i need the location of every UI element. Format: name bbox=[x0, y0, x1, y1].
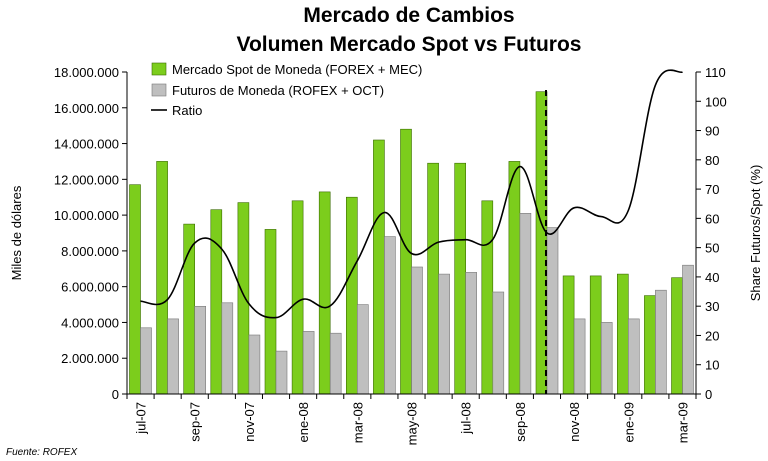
y2-tick-label: 60 bbox=[705, 211, 719, 226]
line-layer bbox=[140, 69, 683, 394]
y2-tick-label: 0 bbox=[705, 387, 712, 402]
bar-futures-mar-09 bbox=[682, 264, 694, 395]
bar-futures-oct-08 bbox=[546, 227, 559, 395]
bar-spot-ene-09 bbox=[616, 273, 629, 395]
y-tick-label: 14.000.000 bbox=[54, 137, 119, 152]
bar-futures-jul-08 bbox=[465, 272, 478, 395]
x-tick-label: may-08 bbox=[405, 402, 420, 445]
chart-subtitle: Volumen Mercado Spot vs Futuros bbox=[237, 33, 582, 56]
bar-futures-nov-07 bbox=[248, 334, 261, 395]
bar-futures-mar-08 bbox=[356, 304, 369, 395]
x-tick-label: ene-08 bbox=[296, 402, 311, 442]
bar-spot-nov-08 bbox=[562, 275, 575, 395]
bar-spot-abr-08 bbox=[373, 139, 385, 395]
bar-spot-jul-07 bbox=[129, 184, 141, 395]
y-tick-label: 10.000.000 bbox=[54, 208, 119, 223]
bar-futures-nov-08 bbox=[573, 318, 586, 395]
bar-spot-ago-07 bbox=[156, 161, 168, 395]
bar-futures-abr-08 bbox=[384, 236, 396, 395]
bar-spot-dic-07 bbox=[264, 229, 277, 395]
y2-tick-label: 30 bbox=[705, 299, 719, 314]
source-note: Fuente: ROFEX bbox=[6, 447, 77, 458]
y-tick-label: 6.000.000 bbox=[61, 280, 119, 295]
x-tick-label: mar-09 bbox=[676, 402, 691, 443]
legend-label-ratio: Ratio bbox=[172, 103, 202, 118]
bar-spot-sep-08 bbox=[508, 161, 521, 395]
y-tick-label: 16.000.000 bbox=[54, 101, 119, 116]
bar-futures-sep-07 bbox=[194, 305, 206, 395]
bar-futures-ago-07 bbox=[167, 318, 179, 395]
x-tick-label: mar-08 bbox=[350, 402, 365, 443]
bar-spot-ene-08 bbox=[291, 200, 304, 395]
bar-futures-jul-07 bbox=[140, 327, 152, 395]
bar-futures-feb-08 bbox=[329, 332, 342, 395]
y-tick-label: 2.000.000 bbox=[61, 351, 119, 366]
y-axis-label: Miles de dólares bbox=[9, 185, 24, 280]
bar-spot-mar-08 bbox=[345, 196, 358, 395]
y-tick-label: 12.000.000 bbox=[54, 172, 119, 187]
bar-spot-dic-08 bbox=[589, 275, 602, 395]
y2-axis-label: Share Futuros/Spot (%) bbox=[748, 165, 763, 302]
bar-spot-mar-09 bbox=[671, 277, 683, 395]
x-tick-label: sep-08 bbox=[513, 402, 528, 442]
legend: Mercado Spot de Moneda (FOREX + MEC) Fut… bbox=[151, 62, 422, 118]
bar-spot-jun-08 bbox=[427, 162, 439, 395]
bar-spot-sep-07 bbox=[183, 223, 195, 395]
bar-spot-may-08 bbox=[400, 128, 412, 395]
bar-futures-ago-08 bbox=[492, 291, 505, 395]
y2-tick-label: 50 bbox=[705, 241, 719, 256]
bar-spot-feb-09 bbox=[644, 295, 656, 395]
bar-spot-nov-07 bbox=[237, 202, 250, 395]
bar-spot-feb-08 bbox=[318, 191, 331, 395]
bar-futures-dic-08 bbox=[600, 322, 613, 395]
y2-tick-label: 90 bbox=[705, 124, 719, 139]
x-tick-label: jul-08 bbox=[459, 402, 474, 435]
x-tick-label: jul-07 bbox=[134, 402, 149, 435]
bar-futures-dic-07 bbox=[275, 350, 288, 395]
legend-swatch-spot bbox=[151, 62, 167, 76]
legend-swatch-futures bbox=[151, 83, 167, 97]
y2-tick-label: 20 bbox=[705, 328, 719, 343]
bars-layer bbox=[129, 91, 694, 395]
bar-futures-feb-09 bbox=[655, 289, 667, 395]
bar-spot-ago-08 bbox=[481, 200, 494, 395]
y2-tick-label: 100 bbox=[705, 94, 727, 109]
y-tick-label: 0 bbox=[112, 387, 119, 402]
y2-tick-label: 70 bbox=[705, 182, 719, 197]
bar-spot-jul-08 bbox=[454, 162, 467, 395]
bar-futures-oct-07 bbox=[221, 302, 234, 395]
bar-futures-jun-08 bbox=[438, 273, 450, 395]
y2-tick-label: 80 bbox=[705, 153, 719, 168]
x-tick-label: nov-07 bbox=[242, 402, 257, 442]
bar-futures-ene-08 bbox=[302, 331, 315, 395]
y-tick-label: 18.000.000 bbox=[54, 65, 119, 80]
y2-tick-label: 10 bbox=[705, 358, 719, 373]
legend-label-futures: Futuros de Moneda (ROFEX + OCT) bbox=[172, 83, 384, 98]
bar-futures-sep-08 bbox=[519, 213, 532, 395]
bar-spot-oct-07 bbox=[210, 209, 223, 395]
ratio-line bbox=[140, 69, 683, 319]
x-tick-label: sep-07 bbox=[188, 402, 203, 442]
axes-layer: 0 2.000.000 4.000.000 6.000.000 8.000.000 10.… bbox=[54, 65, 727, 445]
y-tick-label: 8.000.000 bbox=[61, 244, 119, 259]
y2-tick-label: 40 bbox=[705, 270, 719, 285]
bar-futures-may-08 bbox=[411, 266, 423, 395]
chart-title: Mercado de Cambios bbox=[303, 4, 514, 27]
x-tick-label: nov-08 bbox=[567, 402, 582, 442]
y-tick-label: 4.000.000 bbox=[61, 315, 119, 330]
bar-futures-ene-09 bbox=[627, 318, 640, 395]
legend-label-spot: Mercado Spot de Moneda (FOREX + MEC) bbox=[172, 62, 422, 77]
x-tick-label: ene-09 bbox=[621, 402, 636, 442]
y2-tick-label: 110 bbox=[705, 65, 726, 80]
